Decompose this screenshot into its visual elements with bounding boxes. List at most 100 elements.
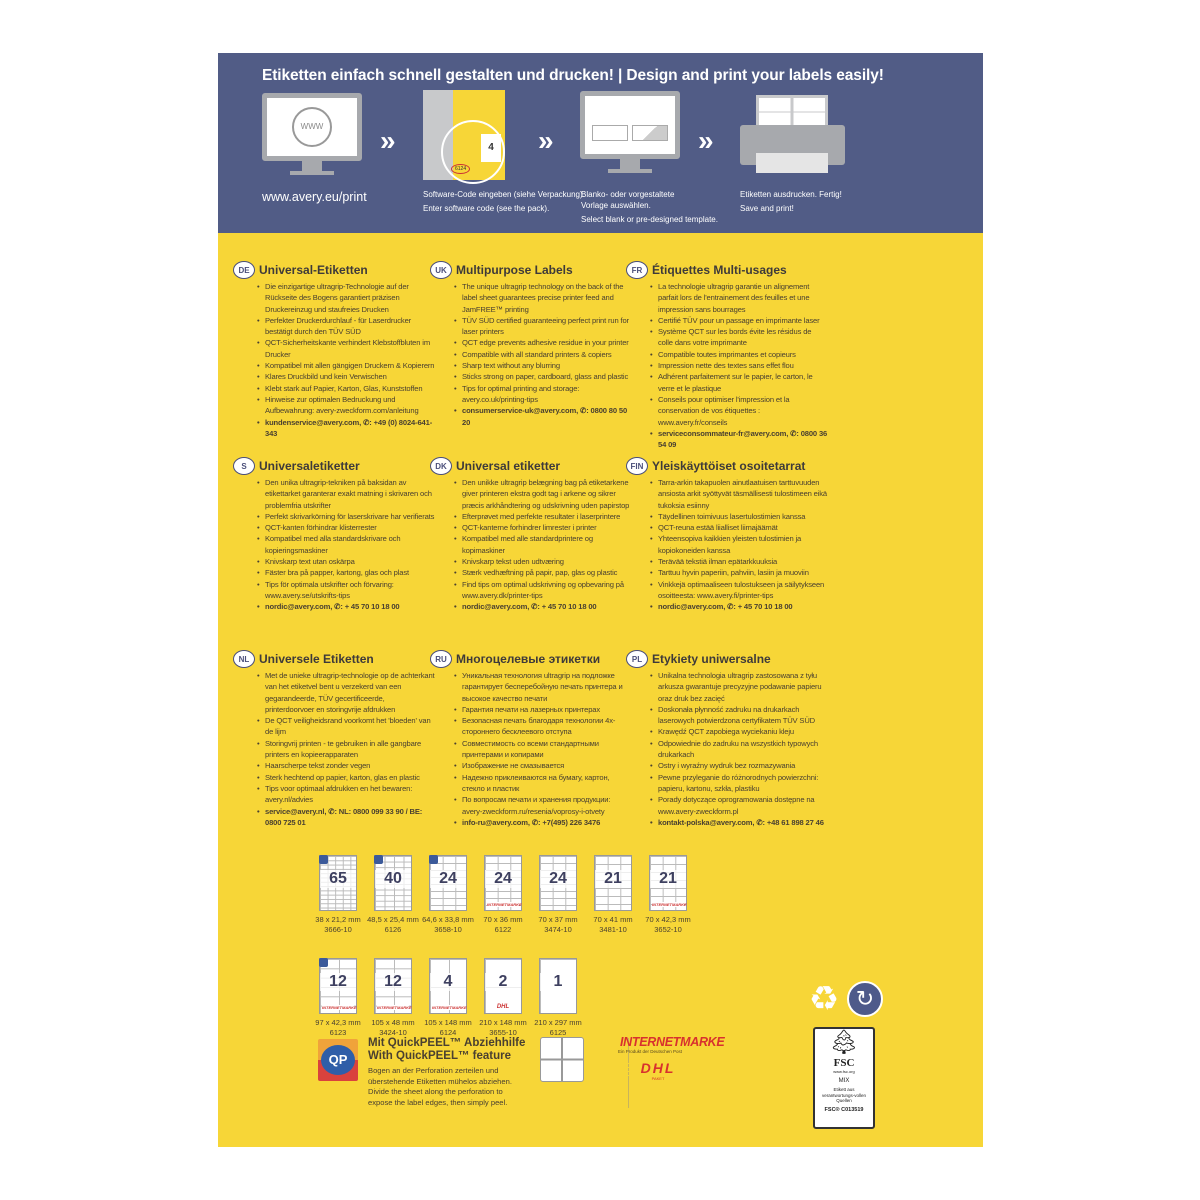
feature-list: Tarra-arkin takapuolen ainutlaatuisen ta… [650,477,828,613]
section-title: Yleiskäyttöiset osoitetarrat [652,459,806,473]
feature-item: info-ru@avery.com, ✆: +7(495) 226 3476 [454,817,632,829]
label-sheet-icon: 21 [594,855,632,911]
label-format-3474-10: 24 70 x 37 mm 3474-10 [532,855,584,935]
recycle-icon: ♻ [808,980,840,1018]
feature-item: Täydellinen toimivuus lasertulostimien k… [650,511,828,523]
label-count: 40 [375,870,411,888]
pack-icon: 4 6124 [423,90,508,184]
dhl-mark: DHL [487,1004,519,1010]
label-format-6125: 1 210 x 297 mm 6125 [532,958,584,1038]
feature-item: De QCT veiligheidsrand voorkomt het 'blo… [257,715,435,738]
avery-print-link[interactable]: www.avery.eu/print [262,190,367,204]
feature-item: Klebt stark auf Papier, Karton, Glas, Ku… [257,383,435,395]
feature-list: Die einzigartige ultragrip-Technologie a… [257,281,435,439]
feature-item: Impression nette des textes sans effet f… [650,360,828,372]
dhl-logo: DHL [618,1060,698,1076]
feature-item: Find tips om optimal udskrivning og opbe… [454,579,632,602]
label-sheet-icon: 1 [539,958,577,1014]
section-title: Universal etiketter [456,459,561,473]
label-count: 12 [320,973,356,991]
label-format-6126: 40 48,5 x 25,4 mm 6126 [367,855,419,935]
feature-item: По вопросам печати и хранения продукции:… [454,794,632,817]
language-badge: DE [233,261,255,279]
step2-de: Blanko- oder vorgestaltete Vorlage auswä… [581,190,675,210]
label-count: 12 [375,973,411,991]
label-code: 3658-10 [434,925,462,934]
feature-item: kontakt-polska@avery.com, ✆: +48 61 898 … [650,817,828,829]
label-code: 6126 [384,925,402,934]
label-code: 3481-10 [599,925,627,934]
www-globe: WWW [292,107,332,147]
feature-item: Hinweise zur optimalen Bedruckung und Au… [257,394,435,417]
feature-item: Kompatibel med alle standardprintere og … [454,533,632,556]
label-format-6124: 4 INTERNETMARKE 105 x 148 mm 6124 [422,958,474,1038]
label-code: 3652-10 [654,925,682,934]
feature-item: nordic@avery.com, ✆: + 45 70 10 18 00 [257,601,435,613]
internetmarke-mark: INTERNETMARKE [322,1005,357,1010]
feature-item: Fäster bra på papper, kartong, glas och … [257,567,435,579]
section-dk: DK Universal etiketter Den unikke ultragri… [430,457,632,613]
step1-de: Software-Code eingeben (siehe Verpackung… [423,190,585,199]
internetmarke-mark: INTERNETMARKE [652,902,687,907]
feature-item: serviceconsommateur-fr@avery.com, ✆: 080… [650,428,828,451]
quickpeel-badge: QP [318,1039,358,1081]
feature-item: Надежно приклеиваются на бумагу, картон,… [454,772,632,795]
quickpeel-title-de: Mit QuickPEEL™ Abziehhilfe [368,1037,526,1049]
step2-en: Select blank or pre-designed template. [581,215,718,224]
label-count: 1 [540,973,576,991]
label-size: 70 x 37 mm [538,915,578,924]
feature-item: Изображение не смазывается [454,760,632,772]
monitor-web-icon: WWW [262,93,362,183]
feature-item: Den unika ultragrip-tekniken på baksidan… [257,477,435,511]
label-format-3481-10: 21 70 x 41 mm 3481-10 [587,855,639,935]
label-format-3424-10: 12 INTERNETMARKE 105 x 48 mm 3424-10 [367,958,419,1038]
feature-item: Sticks strong on paper, cardboard, glass… [454,371,632,383]
feature-list: Unikalna technologia ultragrip zastosowa… [650,670,828,828]
feature-item: Doskonała płynność zadruku na drukarkach… [650,704,828,727]
feature-item: Storingvrij printen - te gebruiken in al… [257,738,435,761]
pack-software-code: 6124 [451,164,471,174]
banner-title: Etiketten einfach schnell gestalten und … [262,67,884,84]
label-size: 64,6 x 33,8 mm [422,915,474,924]
feature-item: Unikalna technologia ultragrip zastosowa… [650,670,828,704]
label-code: 3666-10 [324,925,352,934]
feature-item: Adhérent parfaitement sur le papier, le … [650,371,828,394]
label-size: 70 x 42,3 mm [645,915,691,924]
feature-item: Ostry i wyraźny wydruk bez rozmazywania [650,760,828,772]
internetmarke-logo: INTERNETMARKE [620,1035,725,1049]
language-badge: FIN [626,457,648,475]
language-badge: FR [626,261,648,279]
label-size: 210 x 297 mm [534,1018,582,1027]
feature-item: Knivskarp tekst uden udtværing [454,556,632,568]
feature-item: Уникальная технология ultragrip на подло… [454,670,632,704]
label-format-3666-10: 65 38 x 21,2 mm 3666-10 [312,855,364,935]
package-back: Etiketten einfach schnell gestalten und … [218,53,983,1147]
label-sheet-icon: 4 INTERNETMARKE [429,958,467,1014]
section-pl: PL Etykiety uniwersalne Unikalna technolog… [626,650,828,828]
feature-list: Уникальная технология ultragrip на подло… [454,670,632,828]
feature-item: nordic@avery.com, ✆: + 45 70 10 18 00 [650,601,828,613]
quickpeel-mark-icon [374,855,383,864]
feature-item: Certifié TÜV pour un passage en impriman… [650,315,828,327]
language-badge: DK [430,457,452,475]
feature-item: The unique ultragrip technology on the b… [454,281,632,315]
feature-item: Tips voor optimaal afdrukken en het bewa… [257,783,435,806]
feature-list: The unique ultragrip technology on the b… [454,281,632,428]
label-sheet-icon: 21 INTERNETMARKE [649,855,687,911]
quickpeel-mark-icon [319,958,328,967]
section-ru: RU Многоцелевые этикетки Уникальная технол… [430,650,632,828]
chevron-right-icon: » [380,125,396,156]
feature-item: Tips för optimala utskrifter och förvari… [257,579,435,602]
chevron-right-icon: » [698,125,714,156]
feature-item: Sterk hechtend op papier, karton, glas e… [257,772,435,784]
feature-item: Tarttuu hyvin paperiin, pahviin, lasiin … [650,567,828,579]
section-uk: UK Multipurpose Labels The unique ultragri… [430,261,632,428]
label-sheet-icon: 2 DHL [484,958,522,1014]
label-size: 70 x 36 mm [483,915,523,924]
label-size: 38 x 21,2 mm [315,915,361,924]
feature-item: Kompatibel mit allen gängigen Druckern &… [257,360,435,372]
label-count: 4 [430,973,466,991]
pack-label-count: 4 [481,134,501,162]
feature-item: QCT-kanten förhindrar klisterrester [257,522,435,534]
printer-icon [740,95,845,175]
